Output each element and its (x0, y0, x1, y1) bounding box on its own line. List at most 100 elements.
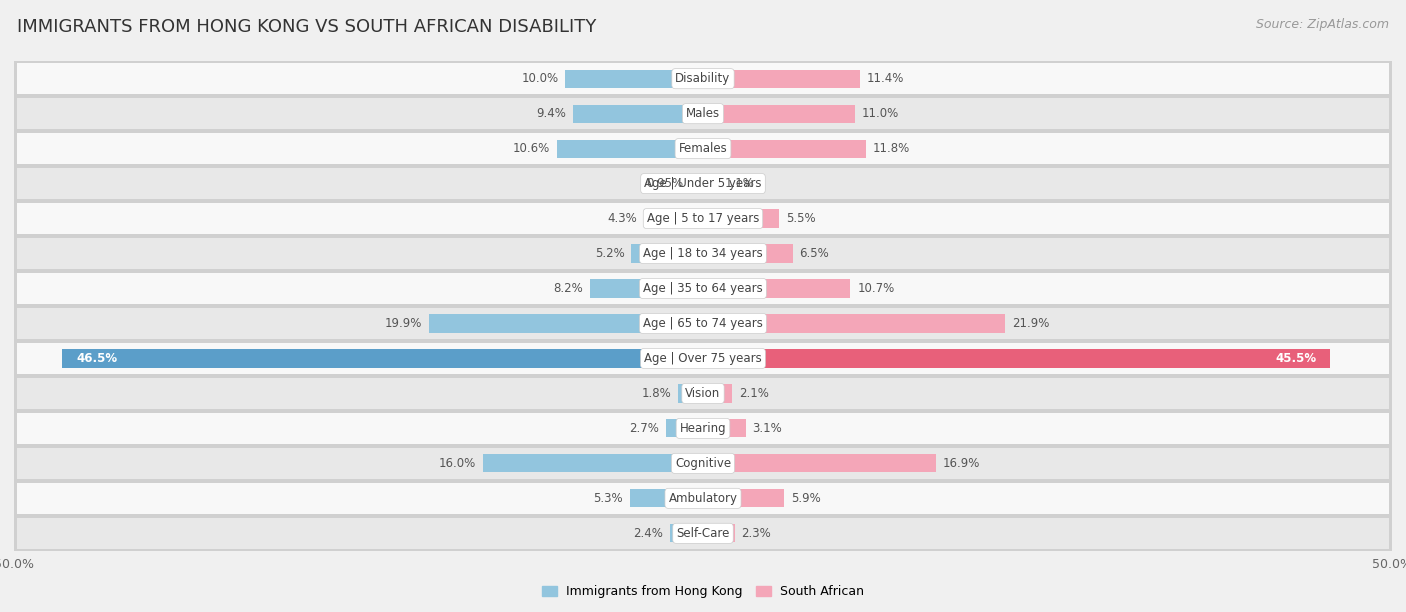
Text: 5.9%: 5.9% (792, 492, 821, 505)
Bar (565, 70, 703, 88)
Bar (669, 524, 703, 542)
Bar (644, 209, 703, 228)
Text: 45.5%: 45.5% (1275, 352, 1316, 365)
Bar (17, 378, 1389, 409)
Text: 0.95%: 0.95% (645, 177, 683, 190)
Text: 10.7%: 10.7% (858, 282, 894, 295)
Text: 10.6%: 10.6% (513, 142, 550, 155)
Bar (17, 63, 1389, 94)
Text: 1.8%: 1.8% (641, 387, 671, 400)
Text: Age | 18 to 34 years: Age | 18 to 34 years (643, 247, 763, 260)
Text: Source: ZipAtlas.com: Source: ZipAtlas.com (1256, 18, 1389, 31)
Bar (703, 209, 779, 228)
Bar (574, 105, 703, 123)
Bar (703, 349, 1330, 368)
Bar (14, 96, 1392, 131)
Bar (703, 105, 855, 123)
Text: Disability: Disability (675, 72, 731, 85)
Bar (17, 99, 1389, 129)
Text: 2.1%: 2.1% (738, 387, 769, 400)
Text: Females: Females (679, 142, 727, 155)
Text: Age | Under 5 years: Age | Under 5 years (644, 177, 762, 190)
Text: Age | 65 to 74 years: Age | 65 to 74 years (643, 317, 763, 330)
Text: Males: Males (686, 107, 720, 120)
Text: 5.2%: 5.2% (595, 247, 624, 260)
Text: Ambulatory: Ambulatory (668, 492, 738, 505)
Text: 16.9%: 16.9% (943, 457, 980, 470)
Bar (17, 518, 1389, 549)
Bar (429, 315, 703, 332)
Bar (14, 411, 1392, 446)
Text: 9.4%: 9.4% (537, 107, 567, 120)
Bar (703, 384, 733, 403)
Bar (17, 133, 1389, 164)
Text: 10.0%: 10.0% (522, 72, 558, 85)
Bar (630, 489, 703, 507)
Text: Vision: Vision (685, 387, 721, 400)
Bar (666, 419, 703, 438)
Bar (14, 236, 1392, 271)
Bar (591, 280, 703, 297)
Text: 11.0%: 11.0% (862, 107, 898, 120)
Text: 1.1%: 1.1% (725, 177, 755, 190)
Bar (14, 201, 1392, 236)
Text: 11.8%: 11.8% (873, 142, 910, 155)
Bar (14, 271, 1392, 306)
Text: 46.5%: 46.5% (76, 352, 117, 365)
Text: Age | Over 75 years: Age | Over 75 years (644, 352, 762, 365)
Bar (703, 174, 718, 193)
Bar (17, 168, 1389, 199)
Text: Age | 5 to 17 years: Age | 5 to 17 years (647, 212, 759, 225)
Text: 16.0%: 16.0% (439, 457, 475, 470)
Bar (17, 238, 1389, 269)
Text: Cognitive: Cognitive (675, 457, 731, 470)
Bar (14, 61, 1392, 96)
Text: 2.7%: 2.7% (628, 422, 659, 435)
Text: 2.3%: 2.3% (741, 527, 772, 540)
Bar (17, 203, 1389, 234)
Legend: Immigrants from Hong Kong, South African: Immigrants from Hong Kong, South African (537, 580, 869, 603)
Bar (17, 343, 1389, 374)
Bar (14, 446, 1392, 481)
Bar (678, 384, 703, 403)
Bar (14, 131, 1392, 166)
Text: 2.4%: 2.4% (633, 527, 664, 540)
Bar (17, 413, 1389, 444)
Bar (14, 516, 1392, 551)
Text: Age | 35 to 64 years: Age | 35 to 64 years (643, 282, 763, 295)
Text: Hearing: Hearing (679, 422, 727, 435)
Text: 6.5%: 6.5% (800, 247, 830, 260)
Bar (14, 306, 1392, 341)
Text: 5.5%: 5.5% (786, 212, 815, 225)
Bar (14, 481, 1392, 516)
Bar (703, 140, 866, 158)
Text: Self-Care: Self-Care (676, 527, 730, 540)
Text: 4.3%: 4.3% (607, 212, 637, 225)
Bar (703, 419, 745, 438)
Text: 3.1%: 3.1% (752, 422, 782, 435)
Bar (14, 376, 1392, 411)
Bar (14, 166, 1392, 201)
Bar (703, 454, 936, 472)
Bar (703, 524, 735, 542)
Text: 8.2%: 8.2% (554, 282, 583, 295)
Text: 11.4%: 11.4% (868, 72, 904, 85)
Bar (690, 174, 703, 193)
Bar (14, 341, 1392, 376)
Bar (62, 349, 703, 368)
Text: 19.9%: 19.9% (384, 317, 422, 330)
Bar (631, 244, 703, 263)
Bar (17, 448, 1389, 479)
Text: 21.9%: 21.9% (1012, 317, 1049, 330)
Bar (703, 280, 851, 297)
Bar (557, 140, 703, 158)
Bar (482, 454, 703, 472)
Bar (17, 308, 1389, 339)
Bar (703, 244, 793, 263)
Bar (703, 70, 860, 88)
Bar (703, 315, 1005, 332)
Text: IMMIGRANTS FROM HONG KONG VS SOUTH AFRICAN DISABILITY: IMMIGRANTS FROM HONG KONG VS SOUTH AFRIC… (17, 18, 596, 36)
Bar (17, 273, 1389, 304)
Bar (17, 483, 1389, 513)
Text: 5.3%: 5.3% (593, 492, 623, 505)
